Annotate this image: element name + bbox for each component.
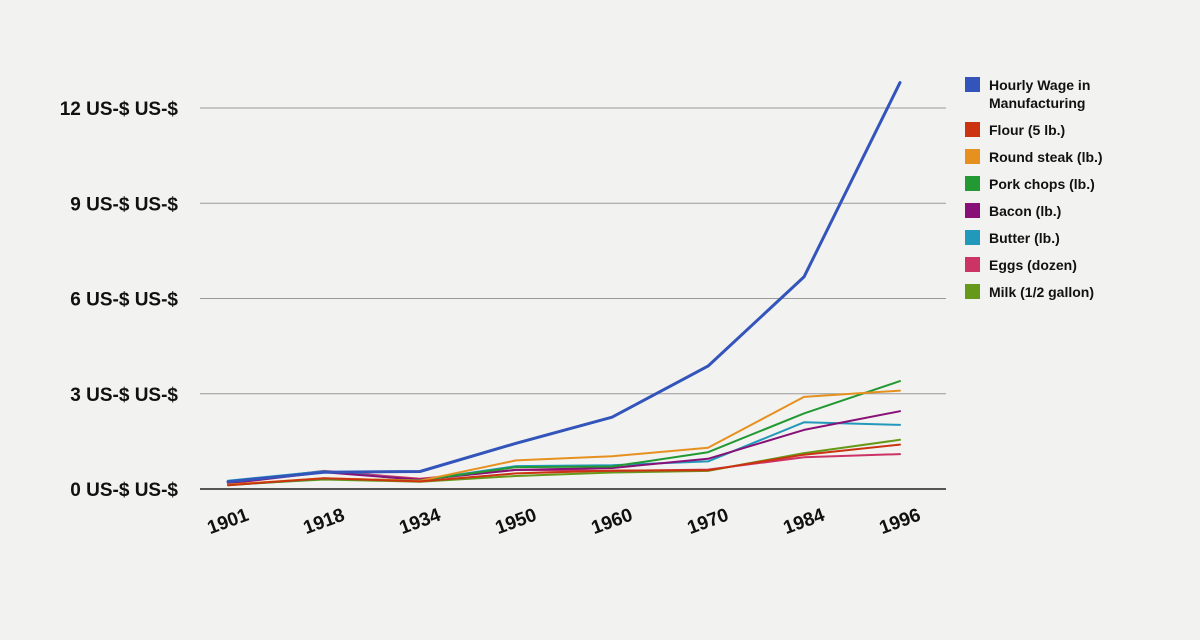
y-tick-label: 12 US-$ US-$ bbox=[60, 99, 179, 120]
x-tick-label: 1996 bbox=[877, 505, 924, 539]
y-tick-label: 6 US-$ US-$ bbox=[70, 290, 178, 311]
legend-item: Bacon (lb.) bbox=[965, 203, 1061, 219]
legend-label: Milk (1/2 gallon) bbox=[989, 284, 1094, 300]
legend-swatch bbox=[965, 77, 980, 92]
x-tick-label: 1960 bbox=[589, 505, 636, 539]
legend-item: Pork chops (lb.) bbox=[965, 176, 1095, 192]
x-tick-label: 1934 bbox=[397, 505, 444, 539]
x-tick-label: 1984 bbox=[781, 505, 828, 539]
legend-item: Eggs (dozen) bbox=[965, 257, 1077, 273]
legend-item: Hourly Wage in Manufacturing bbox=[965, 77, 1090, 111]
x-tick-label: 1918 bbox=[301, 505, 348, 539]
legend-item: Butter (lb.) bbox=[965, 230, 1060, 246]
x-tick-label: 1901 bbox=[205, 505, 252, 539]
legend-swatch bbox=[965, 122, 980, 137]
x-tick-label: 1950 bbox=[493, 505, 540, 539]
legend-label: Bacon (lb.) bbox=[989, 203, 1061, 219]
legend-swatch bbox=[965, 230, 980, 245]
legend-label: Hourly Wage in Manufacturing bbox=[989, 77, 1090, 111]
legend-swatch bbox=[965, 203, 980, 218]
legend-label: Flour (5 lb.) bbox=[989, 122, 1065, 138]
legend-swatch bbox=[965, 149, 980, 164]
legend-label: Butter (lb.) bbox=[989, 230, 1060, 246]
legend: Hourly Wage in Manufacturing Flour (5 lb.)… bbox=[965, 77, 1103, 300]
y-tick-label: 9 US-$ US-$ bbox=[70, 194, 178, 215]
y-tick-label: 3 US-$ US-$ bbox=[70, 385, 178, 406]
series-lines bbox=[226, 81, 902, 487]
legend-label: Round steak (lb.) bbox=[989, 149, 1103, 165]
y-axis-tick-labels: 0 US-$ US-$ 3 US-$ US-$ 6 US-$ US-$ 9 US-$ … bbox=[60, 99, 179, 501]
y-tick-label: 0 US-$ US-$ bbox=[70, 480, 178, 501]
x-tick-label: 1970 bbox=[685, 505, 732, 539]
series-line-1 bbox=[227, 443, 901, 487]
legend-item: Milk (1/2 gallon) bbox=[965, 284, 1094, 300]
legend-swatch bbox=[965, 257, 980, 272]
legend-label: Eggs (dozen) bbox=[989, 257, 1077, 273]
legend-label: Pork chops (lb.) bbox=[989, 176, 1095, 192]
legend-swatch bbox=[965, 176, 980, 191]
x-axis-tick-labels: 1901 1918 1934 1950 1960 1970 1984 1996 bbox=[205, 505, 924, 539]
legend-item: Round steak (lb.) bbox=[965, 149, 1103, 165]
legend-item: Flour (5 lb.) bbox=[965, 122, 1065, 138]
gridlines bbox=[200, 107, 946, 490]
series-line-0 bbox=[226, 81, 902, 484]
legend-swatch bbox=[965, 284, 980, 299]
